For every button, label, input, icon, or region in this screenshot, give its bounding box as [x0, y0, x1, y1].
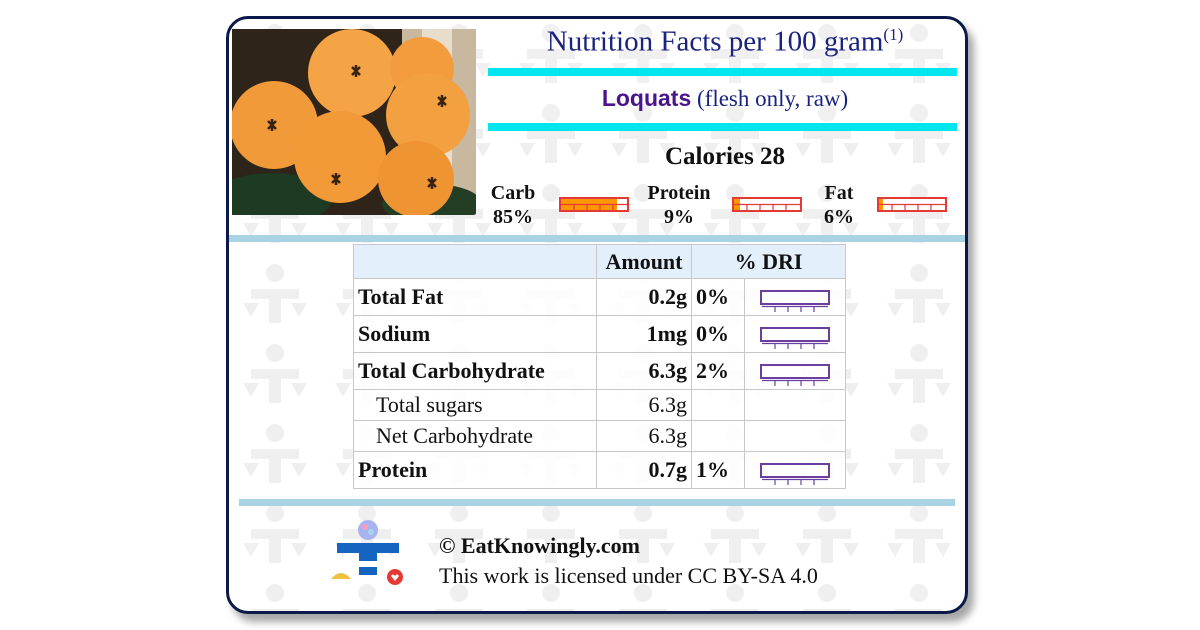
nutrient-label: Total Fat — [353, 278, 597, 316]
macro-carb: Carb 85% — [483, 181, 543, 229]
nutrient-dri-bar-cell — [744, 278, 846, 316]
license-text: This work is licensed under CC BY-SA 4.0 — [439, 563, 818, 588]
nutrient-amount: 0.7g — [596, 451, 692, 489]
table-row: Total sugars 6.3g — [353, 389, 846, 421]
nutrient-dri — [691, 420, 745, 452]
table-row: Total Carbohydrate 6.3g 2% — [353, 352, 846, 390]
nutrient-table: Amount % DRI Total Fat 0.2g 0% Sodium 1mg 0% T… — [353, 244, 846, 489]
food-rule — [488, 123, 957, 131]
table-row: Total Fat 0.2g 0% — [353, 278, 846, 316]
macro-fat-label: Fat — [824, 182, 854, 204]
nutrient-dri — [691, 389, 745, 421]
nutrition-title: Nutrition Facts per 100 gram(1) — [546, 25, 904, 58]
food-heading: Loquats (flesh only, raw) — [489, 85, 961, 112]
nutrient-label: Protein — [353, 451, 597, 489]
nutrient-amount: 6.3g — [596, 389, 692, 421]
macro-protein-label: Protein — [647, 182, 711, 204]
eatknowingly-logo-icon — [331, 520, 403, 585]
nutrient-amount: 6.3g — [596, 352, 692, 390]
nutrient-dri-bar-cell — [744, 420, 846, 452]
nutrient-label: Net Carbohydrate — [353, 420, 597, 452]
nutrient-dri-bar-cell — [744, 352, 846, 390]
nutrient-dri: 1% — [691, 451, 745, 489]
dri-bar — [760, 326, 830, 349]
nutrient-amount: 0.2g — [596, 278, 692, 316]
macro-carb-bar — [559, 197, 629, 212]
macro-carb-percent: 85% — [493, 206, 533, 228]
nutrient-amount: 6.3g — [596, 420, 692, 452]
header-dri: % DRI — [691, 244, 846, 279]
dri-bar — [760, 462, 830, 485]
title-rule — [488, 68, 957, 76]
footnote-mark: (1) — [883, 25, 904, 44]
macro-fat-bar — [877, 197, 947, 212]
macro-protein: Protein 9% — [639, 181, 719, 229]
macro-carb-label: Carb — [490, 182, 536, 204]
loquat-fruit-photo — [232, 29, 476, 215]
table-row: Protein 0.7g 1% — [353, 451, 846, 489]
table-row: Net Carbohydrate 6.3g — [353, 420, 846, 452]
dri-bar — [760, 289, 830, 312]
calories-label: Calories 28 — [664, 143, 786, 170]
macro-fat: Fat 6% — [819, 181, 859, 229]
footer-separator — [239, 499, 955, 506]
nutrient-label: Sodium — [353, 315, 597, 353]
nutrient-dri: 0% — [691, 278, 745, 316]
dri-bar — [760, 363, 830, 386]
macro-protein-percent: 9% — [664, 206, 694, 228]
section-separator — [229, 235, 965, 242]
table-row: Sodium 1mg 0% — [353, 315, 846, 353]
nutrient-amount: 1mg — [596, 315, 692, 353]
macro-protein-bar — [732, 197, 802, 212]
copyright-text: © EatKnowingly.com — [439, 533, 641, 558]
header-amount: Amount — [596, 244, 692, 279]
nutrient-dri-bar-cell — [744, 315, 846, 353]
nutrient-dri-bar-cell — [744, 389, 846, 421]
food-name: Loquats — [601, 85, 692, 111]
nutrient-label: Total Carbohydrate — [353, 352, 597, 390]
nutrient-table-body: Total Fat 0.2g 0% Sodium 1mg 0% Total Carbohyd… — [353, 278, 846, 489]
nutrient-dri: 0% — [691, 315, 745, 353]
nutrient-label: Total sugars — [353, 389, 597, 421]
table-header-row: Amount % DRI — [353, 244, 846, 279]
nutrition-card: Nutrition Facts per 100 gram(1) Loquats … — [226, 16, 968, 614]
food-description: (flesh only, raw) — [697, 86, 849, 111]
macro-fat-percent: 6% — [824, 206, 854, 228]
nutrient-dri-bar-cell — [744, 451, 846, 489]
header-blank — [353, 244, 597, 279]
nutrient-dri: 2% — [691, 352, 745, 390]
